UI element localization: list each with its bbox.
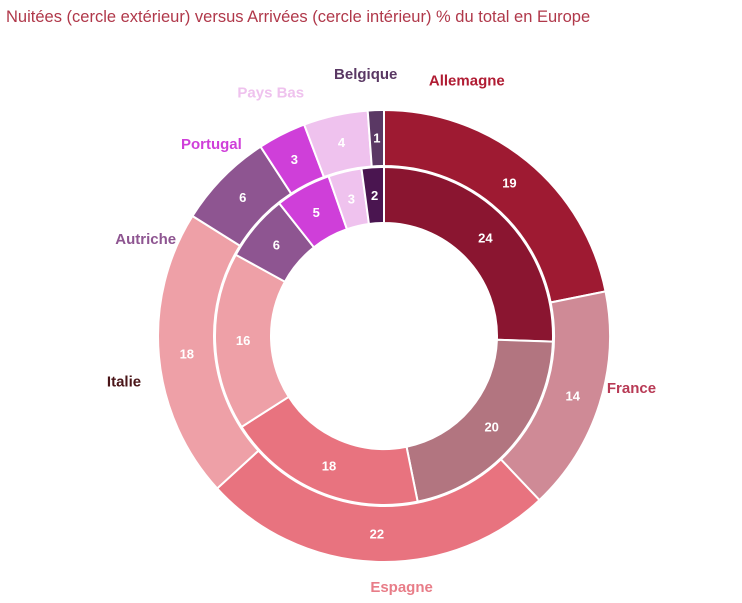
outer-value-label: 22 xyxy=(370,526,384,541)
inner-value-label: 2 xyxy=(371,188,378,203)
category-label-autriche: Autriche xyxy=(115,231,176,248)
outer-value-label: 19 xyxy=(502,175,516,190)
inner-value-label: 6 xyxy=(273,237,280,252)
inner-slice-allemagne xyxy=(383,165,554,343)
outer-value-label: 18 xyxy=(180,346,194,361)
outer-value-label: 14 xyxy=(566,388,581,403)
chart-title: Nuitées (cercle extérieur) versus Arrivé… xyxy=(6,8,591,26)
category-label-pays-bas: Pays Bas xyxy=(237,85,304,102)
outer-value-label: 3 xyxy=(291,152,298,167)
outer-value-label: 6 xyxy=(239,190,246,205)
inner-value-label: 24 xyxy=(478,230,493,245)
inner-slice-belgique xyxy=(360,165,385,226)
inner-value-label: 3 xyxy=(348,191,355,206)
inner-value-label: 18 xyxy=(322,458,336,473)
category-label-france: France xyxy=(607,380,656,397)
category-label-belgique: Belgique xyxy=(334,66,397,83)
inner-value-label: 16 xyxy=(236,333,250,348)
category-label-allemagne: Allemagne xyxy=(429,73,505,90)
category-label-espagne: Espagne xyxy=(370,579,433,596)
inner-value-label: 5 xyxy=(313,205,320,220)
outer-value-label: 4 xyxy=(338,135,346,150)
category-label-italie: Italie xyxy=(107,373,141,390)
inner-value-label: 20 xyxy=(484,420,498,435)
outer-value-label: 1 xyxy=(373,131,380,146)
category-label-portugal: Portugal xyxy=(181,136,242,153)
